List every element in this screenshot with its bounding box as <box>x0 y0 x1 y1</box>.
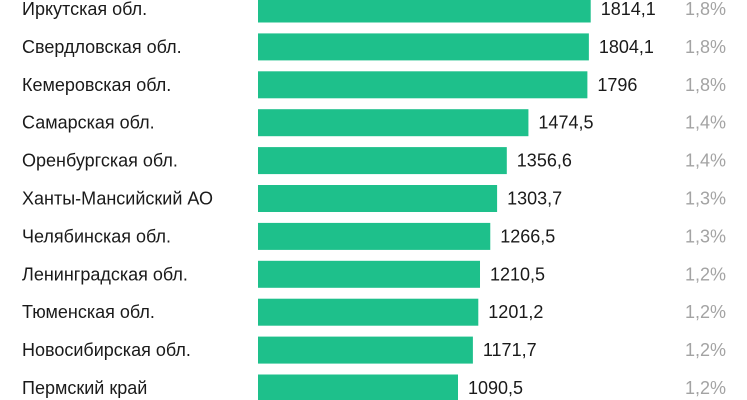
value-label: 1796 <box>597 75 637 95</box>
chart-row: Новосибирская обл. 1171,7 1,2% <box>22 336 726 364</box>
value-label: 1210,5 <box>490 264 545 284</box>
chart-row: Пермский край 1090,5 1,2% <box>22 374 726 400</box>
chart-row: Тюменская обл. 1201,2 1,2% <box>22 298 726 326</box>
value-label: 1266,5 <box>500 226 555 246</box>
category-label: Ленинградская обл. <box>22 264 188 284</box>
bar <box>258 298 479 326</box>
bar <box>258 0 591 23</box>
category-label: Новосибирская обл. <box>22 340 191 360</box>
chart-row: Свердловская обл. 1804,1 1,8% <box>22 33 726 61</box>
bar <box>258 109 529 137</box>
value-label: 1474,5 <box>538 113 593 133</box>
bar <box>258 185 498 212</box>
category-label: Самарская обл. <box>22 113 155 133</box>
category-label: Оренбургская обл. <box>22 151 178 171</box>
chart-row: Оренбургская обл. 1356,6 1,4% <box>22 147 726 175</box>
category-label: Иркутская обл. <box>22 0 147 19</box>
share-label: 1,8% <box>685 37 726 57</box>
category-label: Челябинская обл. <box>22 226 171 246</box>
category-label: Кемеровская обл. <box>22 75 171 95</box>
category-label: Свердловская обл. <box>22 37 182 57</box>
category-label: Тюменская обл. <box>22 302 155 322</box>
share-label: 1,2% <box>685 264 726 284</box>
share-label: 1,2% <box>685 378 726 398</box>
share-label: 1,3% <box>685 226 726 246</box>
chart-rows: Иркутская обл. 1814,1 1,8%Свердловская обл… <box>22 0 726 400</box>
value-label: 1804,1 <box>599 37 654 57</box>
chart-row: Самарская обл. 1474,5 1,4% <box>22 109 726 137</box>
chart-row: Иркутская обл. 1814,1 1,8% <box>22 0 726 23</box>
bar <box>258 260 481 288</box>
share-label: 1,4% <box>685 113 726 133</box>
share-label: 1,8% <box>685 0 726 19</box>
bar <box>258 374 458 400</box>
value-label: 1814,1 <box>601 0 656 19</box>
bar <box>258 336 473 364</box>
share-label: 1,2% <box>685 302 726 322</box>
category-label: Ханты-Мансийский АО <box>22 189 213 209</box>
value-label: 1090,5 <box>468 378 523 398</box>
share-label: 1,2% <box>685 340 726 360</box>
bar <box>258 147 507 175</box>
bar <box>258 222 491 250</box>
value-label: 1356,6 <box>517 151 572 171</box>
value-label: 1171,7 <box>483 340 537 360</box>
chart-row: Ханты-Мансийский АО 1303,7 1,3% <box>22 185 726 212</box>
bar <box>258 71 588 99</box>
bar <box>258 33 589 61</box>
chart-row: Ленинградская обл. 1210,5 1,2% <box>22 260 726 288</box>
value-label: 1303,7 <box>507 189 562 209</box>
share-label: 1,8% <box>685 75 726 95</box>
chart-row: Челябинская обл. 1266,5 1,3% <box>22 222 726 250</box>
share-label: 1,4% <box>685 151 726 171</box>
share-label: 1,3% <box>685 189 726 209</box>
category-label: Пермский край <box>22 378 147 398</box>
value-label: 1201,2 <box>488 302 543 322</box>
chart-row: Кемеровская обл. 1796 1,8% <box>22 71 726 99</box>
